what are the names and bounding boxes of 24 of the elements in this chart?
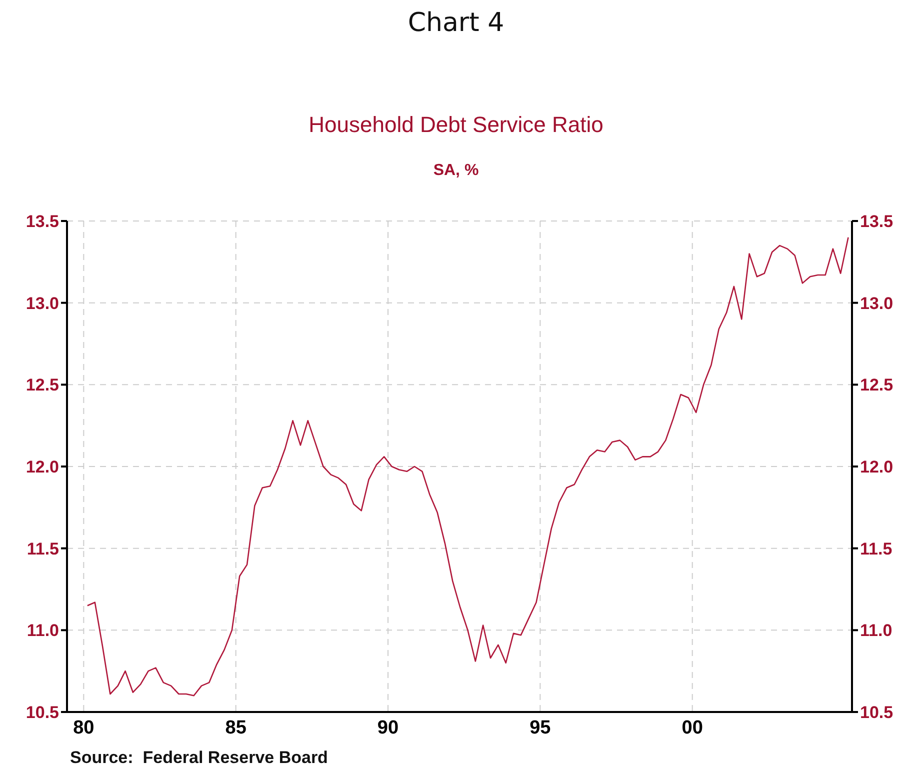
y-tick-label: 11.5 <box>26 539 59 558</box>
y2-tick-label: 13.0 <box>860 294 894 313</box>
y2-tick-label: 10.5 <box>860 703 894 722</box>
y-tick-label: 12.0 <box>26 458 59 477</box>
y2-tick-label: 12.0 <box>860 458 894 477</box>
y2-tick-label: 11.5 <box>860 539 892 558</box>
x-tick-label: 95 <box>530 717 552 738</box>
y2-tick-label: 12.5 <box>860 376 894 395</box>
y-tick-label: 13.0 <box>26 294 59 313</box>
y-axis-title: SA, % <box>432 162 480 180</box>
x-tick-label: 90 <box>377 717 399 738</box>
y2-tick-label: 11.0 <box>860 621 892 640</box>
y-tick-label: 10.5 <box>26 703 59 722</box>
line-series <box>86 236 849 696</box>
y2-tick-label: 13.5 <box>860 212 894 232</box>
x-tick-label: 80 <box>73 717 94 738</box>
x-tick-label: 85 <box>225 717 247 738</box>
x-tick-label: 00 <box>682 717 703 738</box>
chart-title: Chart 4 <box>406 8 506 38</box>
y-tick-label: 11.0 <box>26 621 59 640</box>
y-tick-label: 13.5 <box>26 212 59 232</box>
y-tick-label: 12.5 <box>26 376 59 395</box>
source-note: Source: Federal Reserve Board <box>70 748 329 768</box>
chart-subtitle: Household Debt Service Ratio <box>308 112 604 138</box>
